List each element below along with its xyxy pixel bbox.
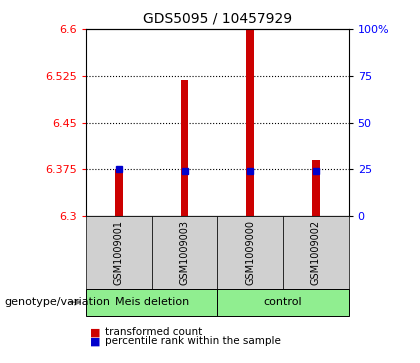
Text: ■: ■	[90, 336, 101, 346]
Text: ■: ■	[90, 327, 101, 337]
Bar	[115, 169, 123, 216]
Text: GSM1009000: GSM1009000	[245, 220, 255, 285]
Text: GSM1009001: GSM1009001	[114, 220, 124, 285]
Bar	[246, 29, 254, 216]
Text: genotype/variation: genotype/variation	[4, 297, 110, 307]
Title: GDS5095 / 10457929: GDS5095 / 10457929	[143, 11, 292, 25]
Text: Meis deletion: Meis deletion	[115, 297, 189, 307]
Bar	[181, 80, 189, 216]
Bar	[312, 160, 320, 216]
Text: transformed count: transformed count	[105, 327, 202, 337]
Text: percentile rank within the sample: percentile rank within the sample	[105, 336, 281, 346]
Text: GSM1009002: GSM1009002	[311, 220, 321, 285]
Text: GSM1009003: GSM1009003	[179, 220, 189, 285]
Text: control: control	[264, 297, 302, 307]
